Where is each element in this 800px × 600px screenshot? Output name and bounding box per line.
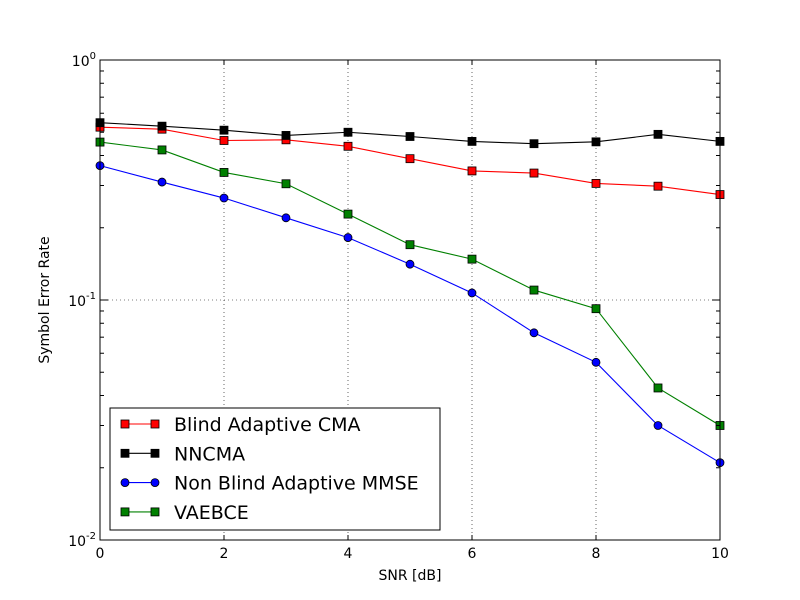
data-point-blind-adaptive-cma [653,181,663,191]
data-point-blind-adaptive-cma [591,179,601,188]
data-point-non-blind-adaptive-mmse [529,328,539,338]
data-point-blind-adaptive-cma [467,166,477,176]
legend-marker-non-blind-adaptive-mmse [120,478,130,488]
data-point-blind-adaptive-cma [405,154,415,164]
data-point-nncma [281,131,291,140]
data-point-non-blind-adaptive-mmse [467,288,477,298]
data-point-vaebce [405,240,415,250]
data-point-non-blind-adaptive-mmse [591,357,601,367]
data-point-nncma [591,137,601,147]
data-point-non-blind-adaptive-mmse [157,177,167,187]
data-point-nncma [653,129,663,139]
data-point-nncma [343,127,353,137]
legend-label-nncma: NNCMA [174,443,245,465]
data-point-non-blind-adaptive-mmse [343,233,353,242]
series-group [95,118,725,468]
legend-marker-blind-adaptive-cma [120,419,130,429]
x-tick-label: 4 [344,546,353,562]
data-point-blind-adaptive-cma [529,168,539,178]
data-point-nncma [157,121,167,131]
x-tick-label: 0 [96,546,105,562]
data-point-non-blind-adaptive-mmse [281,213,291,223]
legend-label-vaebce: VAEBCE [174,502,249,524]
legend-marker-blind-adaptive-cma [150,419,160,429]
data-point-nncma [467,136,477,146]
legend-marker-nncma [150,448,160,458]
data-point-nncma [405,132,415,141]
data-point-vaebce [343,209,353,219]
data-point-nncma [529,139,539,149]
data-point-blind-adaptive-cma [219,136,229,145]
legend-marker-non-blind-adaptive-mmse [150,478,160,488]
data-point-vaebce [467,254,477,264]
x-tick-label: 10 [711,546,729,562]
data-point-vaebce [653,383,663,393]
legend-marker-vaebce [120,507,130,517]
y-tick-label: 10-2 [68,531,96,550]
data-point-vaebce [591,304,601,314]
legend: Blind Adaptive CMA NNCMA Non Blind Adaptiv… [109,407,441,531]
data-point-non-blind-adaptive-mmse [653,421,663,430]
y-tick-label: 10-1 [68,291,96,310]
y-tick-label: 100 [72,51,96,70]
data-point-vaebce [219,168,229,177]
legend-label-non-blind-adaptive-mmse: Non Blind Adaptive MMSE [174,473,419,495]
data-point-vaebce [157,145,167,155]
x-tick-label: 2 [220,546,229,562]
legend-marker-vaebce [150,507,160,517]
data-point-non-blind-adaptive-mmse [405,259,415,269]
legend-box [109,407,441,531]
x-tick-label: 6 [468,546,477,562]
data-point-blind-adaptive-cma [343,141,353,151]
data-point-nncma [219,125,229,135]
data-point-vaebce [529,285,539,295]
y-axis-label: Symbol Error Rate [37,236,53,363]
legend-label-blind-adaptive-cma: Blind Adaptive CMA [174,414,361,436]
x-axis-label: SNR [dB] [379,568,442,584]
legend-marker-nncma [120,448,130,458]
data-point-non-blind-adaptive-mmse [219,193,229,203]
ticks: 0 2 4 6 8 10 100 10-1 10-2 [68,51,729,562]
data-point-vaebce [281,179,291,189]
x-tick-label: 8 [592,546,601,562]
